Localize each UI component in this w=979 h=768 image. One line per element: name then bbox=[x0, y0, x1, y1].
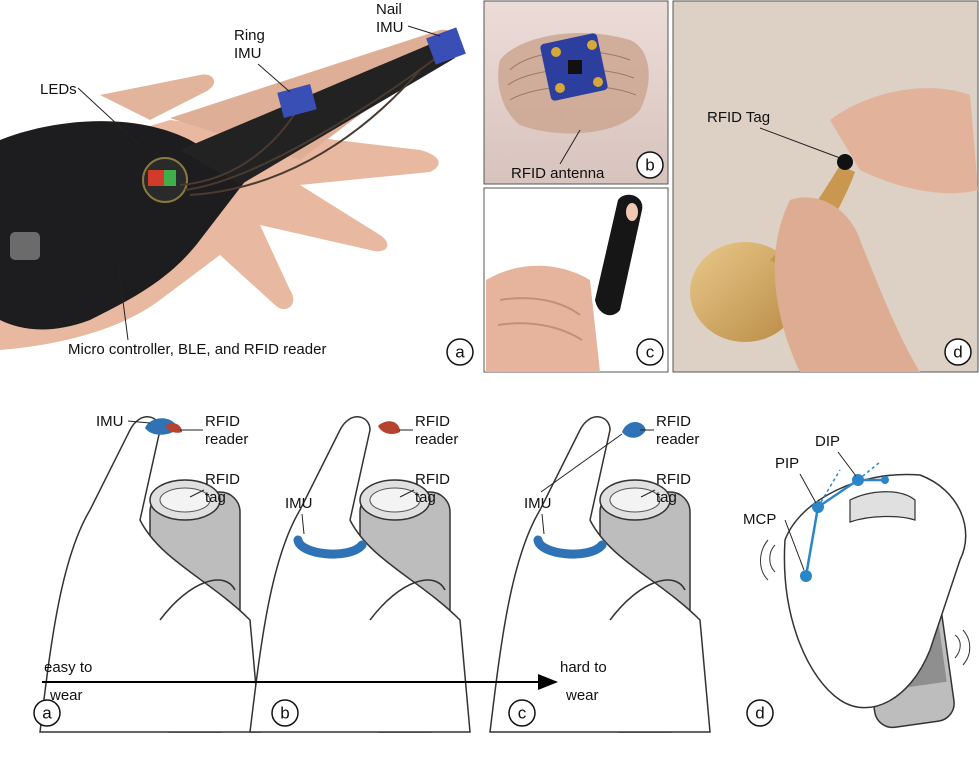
label-antenna: RFID antenna bbox=[511, 165, 605, 182]
label-leds: LEDs bbox=[40, 81, 77, 98]
label-tag-2: tag bbox=[415, 489, 436, 506]
drawing-c: IMU RFID reader RFID tag c bbox=[490, 413, 710, 732]
rfid-reader-nail bbox=[378, 421, 400, 434]
label-reader-2: reader bbox=[415, 431, 458, 448]
label-imu: IMU bbox=[524, 495, 552, 512]
axis-start-1: easy to bbox=[44, 659, 92, 676]
label-reader-2: reader bbox=[205, 431, 248, 448]
photo-c-panel: c bbox=[484, 188, 668, 372]
label-ring-imu-1: Ring bbox=[234, 27, 265, 44]
led-green bbox=[164, 170, 176, 186]
axis-end-2: wear bbox=[565, 687, 599, 704]
label-reader-2: reader bbox=[656, 431, 699, 448]
rfid-tag bbox=[837, 154, 853, 170]
led-red bbox=[148, 170, 164, 186]
drawing-b-letter: b bbox=[280, 704, 289, 723]
photo-c-letter: c bbox=[646, 343, 655, 362]
photo-b-panel: RFID antenna b bbox=[484, 1, 668, 184]
label-mcp: MCP bbox=[743, 511, 776, 528]
drawing-d-letter: d bbox=[755, 704, 764, 723]
label-dip: DIP bbox=[815, 433, 840, 450]
label-reader-1: RFID bbox=[415, 413, 450, 430]
label-tag-1: RFID bbox=[205, 471, 240, 488]
label-imu: IMU bbox=[285, 495, 313, 512]
photo-d-panel: RFID Tag d bbox=[673, 1, 978, 372]
photo-d-letter: d bbox=[953, 343, 962, 362]
axis-start-2: wear bbox=[49, 687, 83, 704]
label-tag-2: tag bbox=[656, 489, 677, 506]
label-ring-imu-2: IMU bbox=[234, 45, 262, 62]
photo-b-letter: b bbox=[645, 156, 654, 175]
joint-tip bbox=[881, 476, 889, 484]
label-pip: PIP bbox=[775, 455, 799, 472]
joint-pip bbox=[812, 501, 824, 513]
drawing-d: DIP PIP MCP d bbox=[743, 433, 970, 730]
drawing-c-letter: c bbox=[518, 704, 527, 723]
drawing-a: IMU RFID reader RFID tag a bbox=[34, 413, 260, 732]
label-tag-2: tag bbox=[205, 489, 226, 506]
label-nail-imu-2: IMU bbox=[376, 19, 404, 36]
label-imu: IMU bbox=[96, 413, 124, 430]
joint-mcp bbox=[800, 570, 812, 582]
glove-connector bbox=[10, 232, 40, 260]
drawing-b: IMU RFID reader RFID tag b bbox=[250, 413, 470, 732]
label-nail-imu-1: Nail bbox=[376, 1, 402, 18]
joint-dip bbox=[852, 474, 864, 486]
nail-opening bbox=[626, 203, 638, 221]
photo-a-panel: LEDs Ring IMU Nail IMU Micro controller,… bbox=[0, 0, 480, 372]
axis-end-1: hard to bbox=[560, 659, 607, 676]
label-controller: Micro controller, BLE, and RFID reader bbox=[68, 341, 326, 358]
label-tag-1: RFID bbox=[656, 471, 691, 488]
label-reader-1: RFID bbox=[205, 413, 240, 430]
label-tag-1: RFID bbox=[415, 471, 450, 488]
label-rfid-tag: RFID Tag bbox=[707, 109, 770, 126]
photo-a-letter: a bbox=[455, 343, 465, 362]
hand-c bbox=[486, 266, 600, 372]
label-reader-1: RFID bbox=[656, 413, 691, 430]
drawing-a-letter: a bbox=[42, 704, 52, 723]
